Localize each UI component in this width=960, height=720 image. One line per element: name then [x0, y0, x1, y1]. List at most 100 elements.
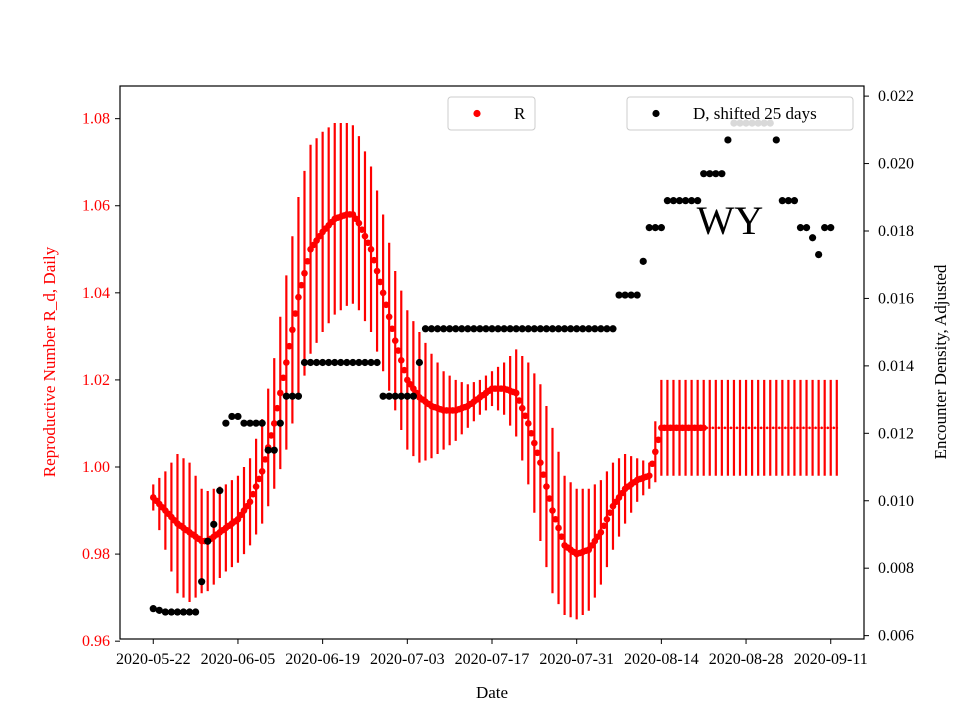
y-right-tick-label: 0.020 — [878, 156, 914, 173]
r-point — [295, 293, 302, 301]
r-point — [267, 432, 275, 439]
d-point — [391, 392, 399, 400]
d-point — [276, 419, 284, 427]
y-left-tick-label: 1.00 — [82, 459, 110, 476]
x-tick-label: 2020-07-31 — [539, 651, 614, 668]
r-point — [717, 426, 721, 430]
r-point — [823, 426, 826, 430]
d-point — [488, 325, 496, 333]
d-point — [379, 392, 387, 400]
d-point — [597, 325, 605, 333]
r-point — [811, 426, 814, 430]
r-point — [261, 456, 269, 463]
y-right-tick-label: 0.016 — [878, 290, 914, 307]
r-point — [790, 426, 793, 430]
d-point — [609, 325, 617, 333]
r-point — [796, 426, 799, 430]
r-point — [273, 404, 281, 412]
d-point — [579, 325, 587, 333]
d-point — [210, 520, 218, 528]
d-point — [796, 224, 805, 232]
r-point — [518, 404, 526, 412]
r-point — [781, 426, 784, 430]
r-point — [784, 426, 787, 430]
r-point — [540, 471, 547, 478]
d-point — [270, 446, 278, 454]
d-point — [325, 358, 333, 367]
d-point — [476, 325, 484, 333]
d-point — [524, 325, 532, 333]
r-point — [756, 426, 760, 430]
x-tick-label: 2020-07-17 — [455, 651, 530, 668]
r-point — [741, 426, 745, 430]
d-point — [319, 358, 327, 367]
r-point — [531, 439, 538, 447]
r-point — [280, 374, 287, 382]
legend-r-label: R — [514, 104, 526, 123]
d-point — [179, 608, 188, 616]
x-tick-label: 2020-05-22 — [116, 651, 191, 668]
d-point — [421, 325, 430, 333]
d-point — [440, 325, 448, 333]
d-point — [500, 325, 508, 333]
r-point — [820, 426, 823, 430]
r-point — [735, 426, 739, 430]
r-point — [753, 426, 757, 430]
d-point — [367, 358, 375, 367]
y-right-tick-label: 0.006 — [878, 628, 914, 645]
d-point — [700, 170, 708, 178]
r-point — [555, 524, 562, 532]
d-point — [361, 358, 369, 367]
r-point — [543, 483, 550, 490]
r-point — [750, 426, 754, 430]
y-left-tick-label: 0.98 — [82, 546, 110, 563]
d-point — [724, 136, 732, 144]
r-point — [597, 529, 605, 536]
y-right-tick-label: 0.014 — [878, 358, 914, 375]
d-point — [512, 325, 520, 333]
r-point — [255, 475, 263, 483]
r-point — [249, 490, 257, 498]
r-point — [552, 515, 559, 523]
legend-r-marker — [473, 109, 481, 118]
r-point — [388, 325, 396, 333]
r-point — [283, 359, 290, 366]
r-point — [817, 426, 820, 430]
r-point — [720, 426, 724, 430]
d-point — [778, 197, 786, 205]
r-point — [738, 426, 742, 430]
d-point — [246, 419, 254, 427]
d-point — [802, 224, 811, 232]
r-point — [537, 459, 544, 466]
d-point — [645, 224, 653, 232]
r-point — [793, 426, 796, 430]
d-point — [288, 392, 296, 400]
d-point — [560, 325, 569, 333]
r-point — [787, 426, 790, 430]
r-point — [778, 426, 781, 430]
y-axis-left: 0.96 0.98 1.00 1.02 1.04 1.06 1.08 — [82, 111, 120, 650]
r-point — [252, 483, 260, 490]
r-point — [546, 495, 553, 502]
d-point — [452, 325, 460, 333]
d-point — [675, 197, 684, 205]
r-point — [298, 281, 305, 289]
r-point — [762, 426, 766, 430]
y-axis-right-title: Encounter Density, Adjusted — [931, 264, 950, 459]
y-right-tick-label: 0.012 — [878, 425, 914, 442]
r-point — [246, 498, 254, 506]
d-point — [712, 170, 720, 178]
d-point — [149, 605, 157, 613]
d-point — [573, 325, 581, 333]
d-point — [506, 325, 514, 333]
r-point — [774, 426, 778, 430]
d-point — [591, 325, 599, 333]
r-point — [524, 420, 532, 427]
r-point — [382, 301, 390, 309]
d-point — [530, 325, 538, 333]
r-point — [367, 245, 375, 253]
x-axis: 2020-05-22 2020-06-05 2020-06-19 2020-07-03… — [116, 639, 868, 668]
r-point — [304, 257, 311, 265]
d-point — [155, 606, 163, 614]
